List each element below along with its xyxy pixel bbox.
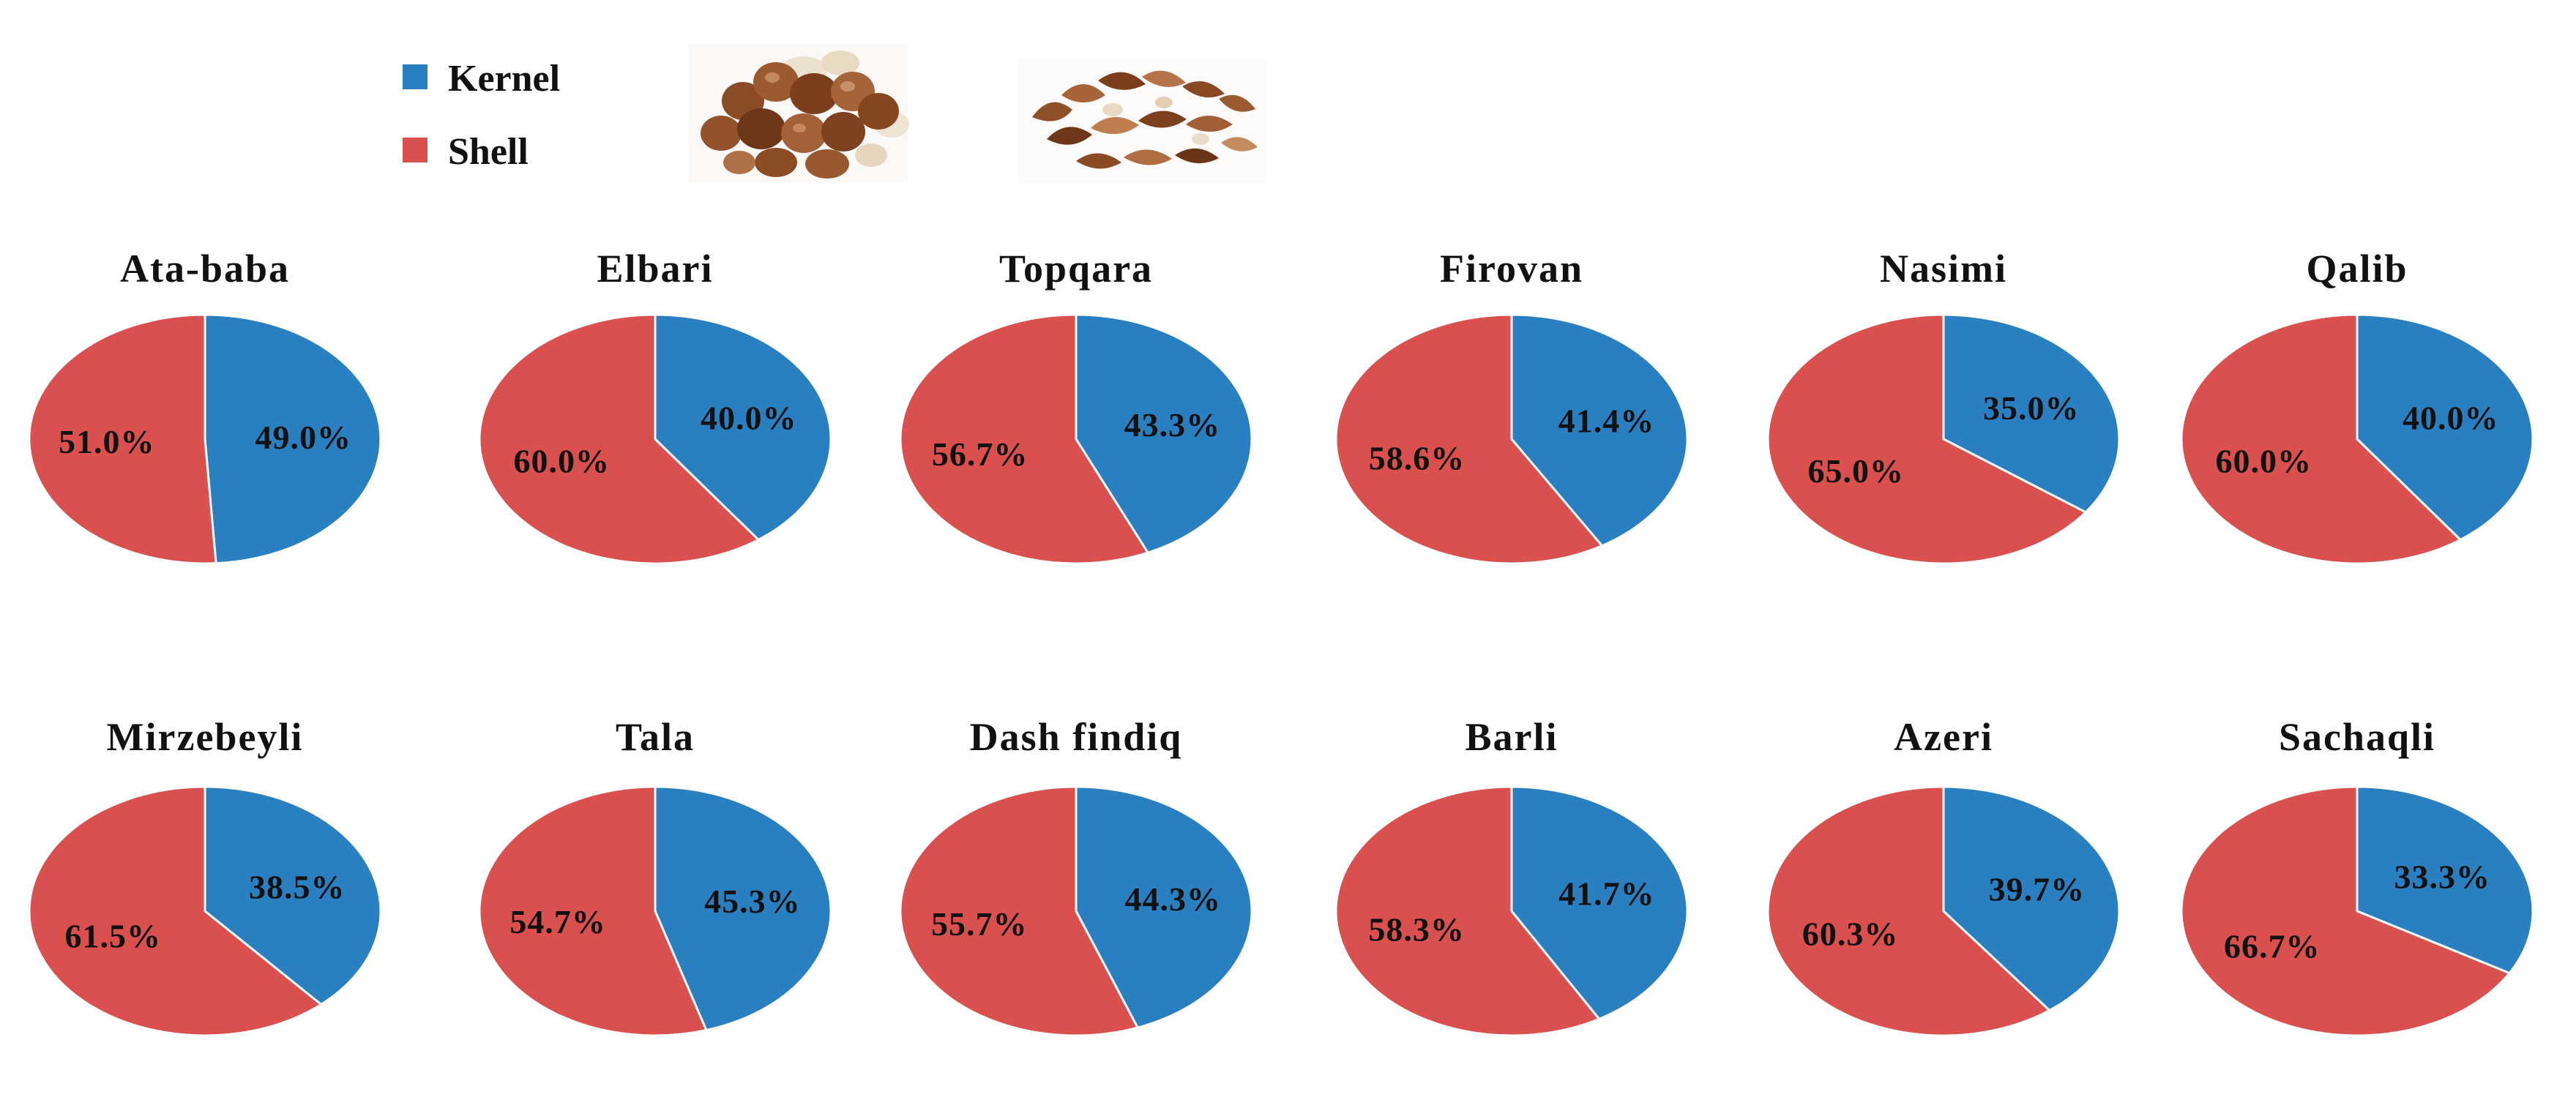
shell-slice — [2180, 313, 2463, 565]
pie-title: Sachaqli — [2279, 715, 2435, 759]
kernel-percent-label: 43.3% — [1124, 406, 1221, 443]
kernel-percent-label: 49.0% — [255, 419, 352, 456]
legend-label-kernel: Kernel — [448, 58, 560, 100]
pie-chart-elbari: Elbari 40.0% 60.0% — [478, 247, 832, 565]
pie-title: Ata-baba — [120, 247, 290, 291]
kernel-slice — [1942, 785, 2121, 1012]
shell-percent-label: 60.0% — [2215, 442, 2312, 479]
shell-slice — [1334, 785, 1602, 1037]
pie-title: Tala — [616, 715, 695, 759]
shell-percent-label: 51.0% — [59, 423, 155, 460]
kernel-slice — [204, 313, 382, 565]
shell-slice — [478, 313, 761, 565]
shell-percent-label: 56.7% — [932, 435, 1028, 473]
pie-chart-sachaqli: Sachaqli 33.3% 66.7% — [2180, 715, 2534, 1037]
kernel-percent-label: 41.7% — [1558, 875, 1655, 913]
legend-swatch-kernel — [403, 64, 428, 89]
kernel-slice — [2356, 785, 2534, 975]
pie-chart-nasimi: Nasimi 35.0% 65.0% — [1766, 247, 2121, 565]
kernel-percent-label: 41.4% — [1558, 403, 1655, 440]
kernel-percent-label: 44.3% — [1125, 880, 1222, 918]
shell-slice — [899, 785, 1140, 1037]
pie-chart-qalib: Qalib 40.0% 60.0% — [2180, 247, 2534, 565]
shell-percent-label: 58.3% — [1368, 911, 1465, 948]
shell-slice — [478, 785, 708, 1037]
pie-chart-topqara: Topqara 43.3% 56.7% — [899, 247, 1253, 565]
hazelnut-shells-photo — [1018, 59, 1266, 183]
shell-percent-label: 65.0% — [1807, 452, 1904, 490]
kernel-percent-label: 40.0% — [2403, 400, 2499, 437]
kernel-slice — [1510, 313, 1689, 547]
pie-chart-tala: Tala 45.3% 54.7% — [478, 715, 832, 1037]
legend-label-shell: Shell — [448, 131, 529, 173]
shell-percent-label: 61.5% — [65, 918, 162, 955]
pie-title: Nasimi — [1880, 247, 2007, 291]
pie-title: Qalib — [2306, 247, 2408, 291]
kernel-slice — [654, 785, 832, 1032]
kernel-slice — [1510, 785, 1689, 1021]
pie-title: Mirzebeyli — [107, 715, 304, 759]
shell-slice — [1766, 313, 2088, 565]
pie-title: Firovan — [1440, 247, 1583, 291]
shell-slice — [28, 313, 217, 565]
shell-slice — [28, 785, 324, 1037]
kernel-slice — [1942, 313, 2121, 514]
pie-title: Topqara — [999, 247, 1153, 291]
pie-chart-dash-findiq: Dash findiq 44.3% 55.7% — [899, 715, 1253, 1037]
shell-percent-label: 60.0% — [513, 442, 610, 479]
pie-grid: Ata-baba 49.0% 51.0% Elbari 40.0% 60.0% … — [28, 247, 2534, 1037]
shell-slice — [1334, 313, 1604, 565]
shell-percent-label: 60.3% — [1802, 915, 1899, 952]
shell-slice — [2180, 785, 2512, 1037]
pie-title: Dash findiq — [970, 715, 1183, 759]
kernel-slice — [654, 313, 832, 542]
shell-slice — [1766, 785, 2052, 1037]
pie-title: Elbari — [597, 247, 713, 291]
kernel-slice — [204, 785, 382, 1006]
pie-title: Azeri — [1894, 715, 1993, 759]
kernel-percent-label: 35.0% — [1983, 389, 2080, 427]
legend: Kernel Shell — [403, 58, 560, 173]
pie-chart-ata-baba: Ata-baba 49.0% 51.0% — [28, 247, 382, 565]
kernel-percent-label: 38.5% — [249, 868, 346, 905]
kernel-slice — [2356, 313, 2534, 542]
kernel-percent-label: 33.3% — [2394, 858, 2491, 895]
kernel-slice — [1075, 313, 1253, 554]
pie-chart-barli: Barli 41.7% 58.3% — [1334, 715, 1689, 1037]
kernel-percent-label: 45.3% — [704, 883, 801, 920]
shell-percent-label: 66.7% — [2224, 928, 2321, 965]
shell-percent-label: 54.7% — [509, 903, 606, 940]
pie-chart-firovan: Firovan 41.4% 58.6% — [1334, 247, 1689, 565]
shell-percent-label: 55.7% — [931, 905, 1028, 943]
kernel-slice — [1075, 785, 1253, 1029]
legend-swatch-shell — [403, 138, 428, 162]
pie-chart-azeri: Azeri 39.7% 60.3% — [1766, 715, 2121, 1037]
shell-slice — [899, 313, 1150, 565]
kernel-percent-label: 40.0% — [701, 400, 797, 437]
shell-percent-label: 58.6% — [1369, 439, 1466, 476]
hazelnut-kernels-photo — [688, 44, 909, 183]
pie-title: Barli — [1466, 715, 1558, 759]
kernel-percent-label: 39.7% — [1989, 871, 2086, 908]
pie-chart-mirzebeyli: Mirzebeyli 38.5% 61.5% — [28, 715, 382, 1037]
